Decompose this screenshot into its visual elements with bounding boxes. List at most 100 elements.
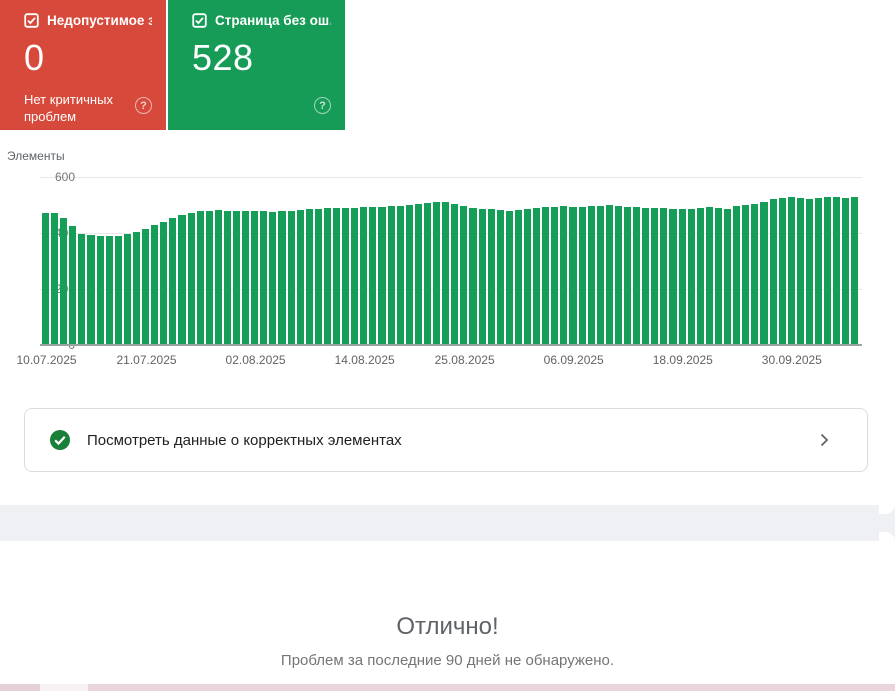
view-valid-items-card[interactable]: Посмотреть данные о корректных элементах — [24, 408, 868, 472]
help-icon[interactable]: ? — [135, 97, 152, 114]
chart-bar[interactable] — [296, 210, 304, 345]
chart-x-axis-line — [40, 344, 862, 346]
chart-bar[interactable] — [87, 235, 95, 345]
chart-bar[interactable] — [796, 198, 804, 345]
chart-bar[interactable] — [223, 211, 231, 345]
chart-bar[interactable] — [214, 210, 222, 345]
chart-bar[interactable] — [351, 208, 359, 345]
chart-bar[interactable] — [660, 208, 668, 345]
chart-bar[interactable] — [842, 198, 850, 345]
chart-bar[interactable] — [323, 208, 331, 345]
chart-bar[interactable] — [105, 236, 113, 345]
chart-bar[interactable] — [814, 198, 823, 345]
chart-bar[interactable] — [469, 208, 477, 345]
chart-bar[interactable] — [596, 206, 604, 345]
chart-bar[interactable] — [751, 204, 759, 345]
chart-bar[interactable] — [423, 203, 432, 345]
chart-bar[interactable] — [633, 207, 641, 345]
chart-bar[interactable] — [605, 205, 613, 345]
chart-bar[interactable] — [205, 211, 213, 345]
chart-bar[interactable] — [578, 207, 586, 345]
chart-bar[interactable] — [724, 209, 732, 345]
chart-bar[interactable] — [178, 215, 186, 345]
chart-bar[interactable] — [169, 218, 177, 345]
chart-bar[interactable] — [487, 209, 495, 345]
chart-bar[interactable] — [405, 205, 413, 345]
chart-bar[interactable] — [678, 209, 686, 345]
help-icon[interactable]: ? — [314, 97, 331, 114]
chart-bar[interactable] — [833, 197, 841, 345]
chart-bar[interactable] — [433, 202, 441, 345]
chart-bar[interactable] — [514, 210, 522, 345]
chart-bar[interactable] — [551, 207, 559, 345]
chart-bar[interactable] — [805, 199, 813, 345]
chart-bar[interactable] — [187, 213, 195, 345]
checkbox-checked-icon[interactable] — [192, 13, 207, 28]
gridline — [40, 233, 862, 234]
chart-bar[interactable] — [314, 209, 322, 345]
chart-bar[interactable] — [396, 206, 404, 345]
chart-bar[interactable] — [387, 206, 395, 345]
chart-bar[interactable] — [378, 207, 386, 345]
chart-bar[interactable] — [305, 209, 313, 345]
chart-bar[interactable] — [651, 208, 659, 345]
chart-bar[interactable] — [714, 208, 723, 345]
chart-bar[interactable] — [824, 197, 832, 345]
chart-bar[interactable] — [624, 207, 632, 345]
chart-bar[interactable] — [669, 209, 677, 345]
chart-bar[interactable] — [787, 197, 795, 345]
chart-bar[interactable] — [542, 207, 550, 345]
chart-bar[interactable] — [560, 206, 568, 345]
chart-bar[interactable] — [733, 206, 741, 345]
chart-bar[interactable] — [705, 207, 713, 345]
chart-bar[interactable] — [96, 236, 104, 345]
chart-bar[interactable] — [687, 209, 695, 345]
chart-bar[interactable] — [132, 232, 141, 345]
chart-bar[interactable] — [114, 236, 122, 345]
chart-bar[interactable] — [51, 213, 59, 345]
chart-bar[interactable] — [569, 207, 577, 345]
chart-bar[interactable] — [369, 207, 377, 345]
chart-bar[interactable] — [196, 211, 204, 345]
chart-bar[interactable] — [342, 208, 350, 345]
chart-bar[interactable] — [287, 211, 295, 345]
chart-bar[interactable] — [523, 209, 532, 345]
chart-bar[interactable] — [242, 211, 250, 345]
chart-bar[interactable] — [278, 211, 286, 345]
error-card[interactable]: Недопустимое з… 0 Нет критичных проблем … — [0, 0, 166, 130]
chart-bar[interactable] — [778, 198, 786, 345]
chart-bar[interactable] — [505, 211, 513, 345]
chart-bar[interactable] — [60, 218, 68, 345]
chart-bar[interactable] — [851, 197, 859, 345]
chart-bar[interactable] — [451, 204, 459, 345]
chart-bar[interactable] — [414, 204, 422, 345]
chart-bar[interactable] — [742, 205, 750, 345]
chart-bar[interactable] — [760, 202, 768, 345]
chart-bar[interactable] — [587, 206, 595, 345]
chart-bar[interactable] — [533, 208, 541, 345]
chart-bar[interactable] — [478, 209, 486, 345]
chart-bar[interactable] — [496, 210, 504, 345]
chart-bar[interactable] — [333, 208, 341, 345]
chart-bar[interactable] — [42, 213, 50, 345]
chart-bar[interactable] — [69, 226, 77, 345]
chart-bar[interactable] — [614, 206, 622, 345]
chart-bar[interactable] — [232, 211, 241, 345]
chart-bar[interactable] — [78, 234, 86, 345]
chart-bar[interactable] — [251, 211, 259, 345]
summary-cards-row: Недопустимое з… 0 Нет критичных проблем … — [0, 0, 345, 130]
chart-bar[interactable] — [696, 208, 704, 345]
chart-bar[interactable] — [151, 225, 159, 345]
chart-bar[interactable] — [442, 202, 450, 345]
chart-bar[interactable] — [769, 199, 777, 345]
chart-bar[interactable] — [360, 207, 368, 345]
chart-bar[interactable] — [460, 206, 468, 345]
checkbox-checked-icon[interactable] — [24, 13, 39, 28]
chart-bar[interactable] — [142, 229, 150, 345]
chart-bar[interactable] — [260, 211, 268, 345]
chart-bar[interactable] — [269, 212, 277, 345]
valid-card[interactable]: Страница без ош… 528 ? — [168, 0, 345, 130]
chart-bar[interactable] — [123, 234, 131, 345]
chart-bar[interactable] — [642, 208, 650, 345]
chart-bar[interactable] — [160, 222, 168, 345]
